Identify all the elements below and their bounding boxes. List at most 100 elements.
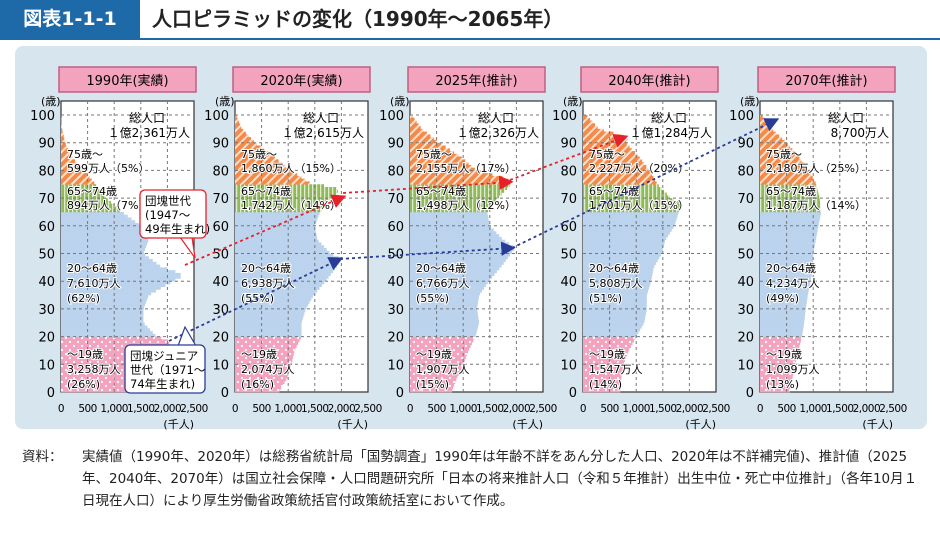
- age-bar: [760, 225, 819, 229]
- callout-box: [124, 344, 206, 394]
- age-bar: [410, 148, 450, 152]
- age-bar: [410, 358, 465, 362]
- age-bar: [760, 131, 777, 135]
- age-bar: [61, 289, 156, 293]
- y-tick-label: 0: [221, 386, 229, 401]
- age-bar: [410, 245, 514, 249]
- age-bar: [235, 198, 330, 202]
- age-bar: [410, 292, 481, 296]
- age-bar: [760, 214, 821, 218]
- age-bar: [235, 117, 238, 121]
- age-bar: [583, 151, 635, 155]
- figure-number: 図表1-1-1: [0, 0, 140, 38]
- age-bar: [410, 311, 478, 315]
- group-label: 1,498万人（12%）: [416, 199, 516, 212]
- age-bar: [410, 126, 421, 130]
- group-label: 75歳～: [589, 148, 625, 161]
- total-value: １億2,361万人: [108, 126, 190, 140]
- x-tick-label: 2,000: [676, 403, 704, 415]
- age-bar: [583, 189, 665, 193]
- age-bar: [583, 325, 642, 329]
- y-tick-label: 50: [560, 248, 577, 263]
- callout-box: [139, 189, 207, 239]
- y-tick-label: 60: [387, 220, 404, 235]
- y-tick-label: 20: [737, 331, 754, 346]
- total-label: 総人口: [129, 111, 165, 125]
- group-label: 75歳～: [416, 148, 452, 161]
- total-value: 8,700万人: [831, 126, 889, 140]
- age-bar: [235, 364, 291, 368]
- age-bar: [583, 308, 647, 312]
- age-bar: [583, 364, 624, 368]
- age-bar: [760, 314, 805, 318]
- callout-text: 74年生まれ): [130, 377, 195, 391]
- age-bar: [760, 311, 806, 315]
- age-bar: [410, 278, 490, 282]
- y-tick-label: 100: [204, 109, 229, 124]
- age-bar: [61, 342, 170, 346]
- age-bar: [583, 272, 653, 276]
- age-bar: [583, 123, 596, 127]
- callout-text: 団塊ジュニア: [130, 349, 198, 363]
- age-bar: [583, 344, 631, 348]
- age-bar: [235, 380, 285, 384]
- age-bar: [235, 126, 242, 130]
- source-label: 資料：: [22, 449, 63, 465]
- age-bar: [235, 250, 330, 254]
- y-tick-label: 50: [38, 248, 55, 263]
- age-bar: [760, 142, 788, 146]
- age-bar: [235, 281, 325, 285]
- callout-tail: [179, 236, 196, 259]
- y-tick-label: 90: [560, 137, 577, 152]
- age-bar: [61, 214, 128, 218]
- age-bar: [583, 250, 663, 254]
- age-bar: [583, 259, 658, 263]
- age-bar: [235, 259, 341, 263]
- age-bar: [583, 231, 670, 235]
- age-bar: [235, 331, 302, 335]
- age-bar: [583, 347, 630, 351]
- panel-title-box: [407, 66, 546, 93]
- age-bar: [61, 336, 163, 340]
- age-bar: [760, 361, 796, 365]
- group-label: ～19歳: [241, 348, 277, 361]
- age-bar: [235, 164, 286, 168]
- age-bar: [760, 192, 819, 196]
- age-bar: [410, 184, 510, 188]
- y-tick-label: 30: [737, 303, 754, 318]
- age-bar: [235, 189, 339, 193]
- age-bar: [410, 336, 475, 340]
- age-bar: [410, 375, 458, 379]
- y-tick-label: 60: [212, 220, 229, 235]
- age-bar: [760, 203, 821, 207]
- group-label: 4,234万人: [766, 277, 820, 290]
- x-tick-label: 500: [600, 403, 619, 415]
- dankai-arrow: [509, 134, 629, 181]
- group-label: 1,860万人（15%）: [241, 162, 341, 175]
- age-bar: [235, 120, 239, 124]
- age-bar: [760, 297, 808, 301]
- age-bar: [410, 120, 417, 124]
- age-bar: [583, 134, 624, 138]
- y-tick-label: 80: [737, 164, 754, 179]
- age-bar: [583, 181, 657, 185]
- age-bar: [410, 325, 479, 329]
- age-bar: [61, 137, 65, 141]
- age-bar: [61, 231, 145, 235]
- age-bar: [61, 139, 65, 143]
- age-bar: [583, 211, 679, 216]
- age-bar: [583, 159, 643, 163]
- age-bar: [235, 228, 316, 232]
- y-tick-label: 80: [38, 164, 55, 179]
- age-bar: [760, 206, 821, 210]
- age-bar: [760, 267, 813, 271]
- group-label: ～19歳: [766, 348, 802, 361]
- age-bar: [410, 283, 486, 288]
- age-bar: [61, 347, 167, 351]
- y-tick-label: 0: [47, 386, 55, 401]
- age-bar: [410, 367, 462, 371]
- callout-text: 団塊世代: [145, 194, 191, 208]
- age-bar: [61, 378, 138, 382]
- age-bar: [235, 314, 304, 318]
- y-tick-label: 70: [387, 192, 404, 207]
